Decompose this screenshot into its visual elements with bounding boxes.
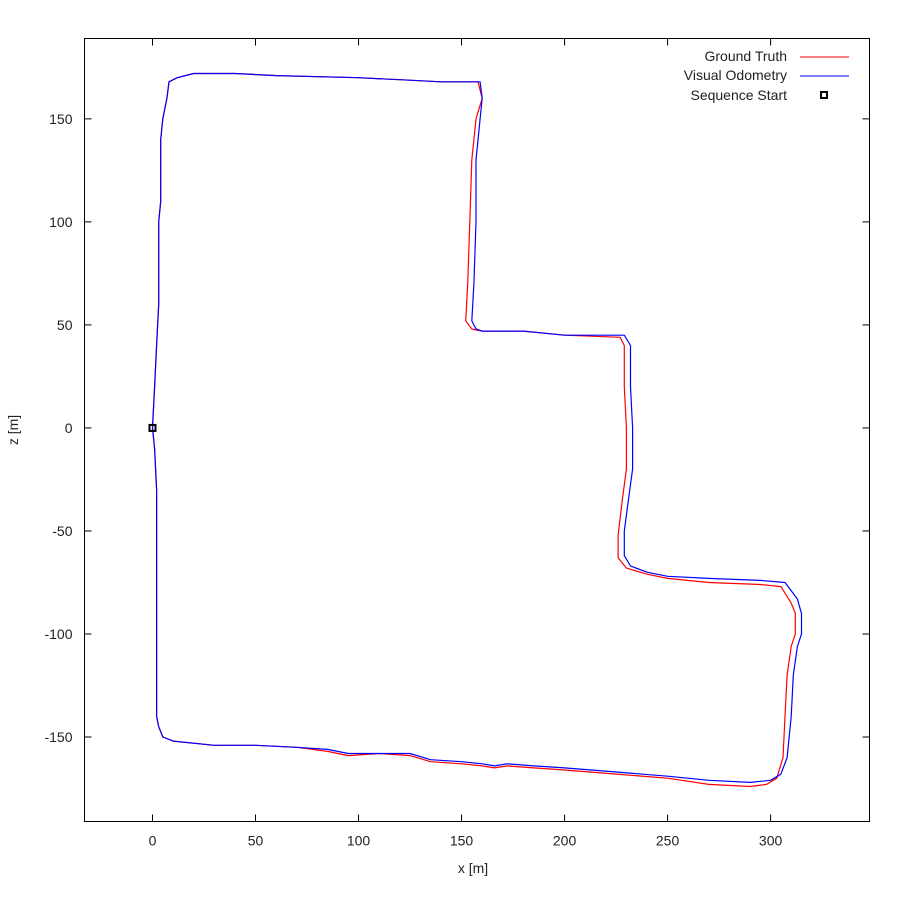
y-axis-label: z [m]	[5, 415, 21, 445]
x-tick-label: 100	[347, 833, 371, 849]
markers-group	[148, 423, 157, 432]
legend: Ground Truth Visual Odometry Sequence St…	[684, 48, 849, 103]
x-tick-label: 250	[656, 833, 680, 849]
x-tick-label: 150	[450, 833, 474, 849]
tick-labels-group: 0 50 100 150 200 250 300 -150 -100 -50 0 50 100 150	[44, 111, 782, 849]
legend-label-visual-odometry: Visual Odometry	[684, 67, 787, 83]
series-line-visual-odometry	[151, 72, 803, 784]
x-tick-label: 200	[553, 833, 577, 849]
x-tick-label: 50	[248, 833, 264, 849]
y-tick-label: 0	[65, 420, 73, 436]
y-tick-label: 50	[57, 317, 73, 333]
y-tick-label: 150	[49, 111, 73, 127]
legend-label-ground-truth: Ground Truth	[705, 48, 788, 64]
y-tick-label: 100	[49, 214, 73, 230]
y-tick-label: -100	[44, 626, 72, 642]
legend-label-sequence-start: Sequence Start	[690, 87, 787, 103]
y-tick-label: -150	[44, 729, 72, 745]
series-group	[151, 72, 803, 788]
x-tick-label: 0	[149, 833, 157, 849]
ticks-group	[84, 38, 870, 822]
series-line-ground-truth	[151, 72, 796, 788]
y-tick-label: -50	[52, 523, 72, 539]
x-axis-label: x [m]	[458, 860, 488, 876]
x-tick-label: 300	[759, 833, 783, 849]
sequence-start-marker	[148, 423, 157, 432]
legend-marker-sequence-start	[820, 91, 828, 99]
plot-frame	[84, 38, 870, 822]
